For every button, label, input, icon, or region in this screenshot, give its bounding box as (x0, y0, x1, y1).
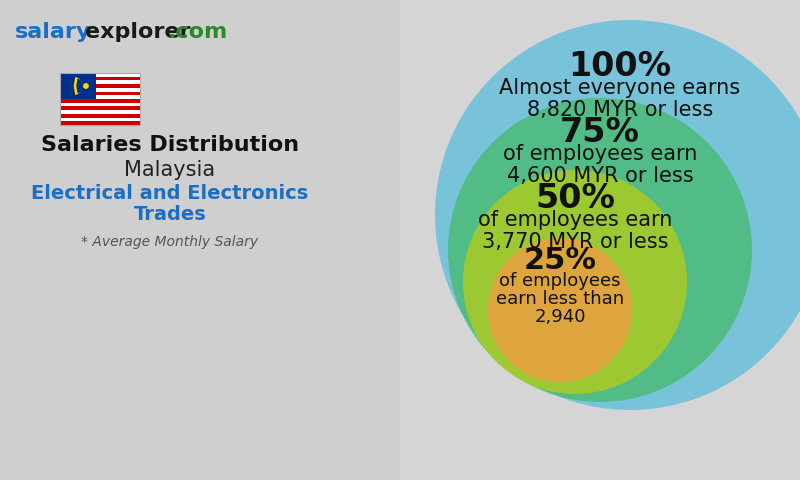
Bar (400, 0, 800, 480)
Text: of employees: of employees (499, 272, 621, 290)
Bar (60, 84, 140, 88)
Text: of employees earn: of employees earn (503, 144, 697, 164)
Text: 4,600 MYR or less: 4,600 MYR or less (506, 166, 694, 186)
Bar (60, 103, 140, 107)
Text: .com: .com (168, 22, 228, 42)
Text: 50%: 50% (535, 182, 615, 215)
Bar (60, 96, 140, 99)
Text: Electrical and Electronics: Electrical and Electronics (31, 184, 309, 203)
Text: Almost everyone earns: Almost everyone earns (499, 78, 741, 98)
Bar (60, 73, 96, 99)
Bar (60, 81, 140, 84)
Bar (0, 0, 400, 480)
Text: salary: salary (15, 22, 91, 42)
Text: Trades: Trades (134, 205, 206, 224)
Text: * Average Monthly Salary: * Average Monthly Salary (82, 235, 258, 249)
Text: of employees earn: of employees earn (478, 210, 672, 230)
Bar (60, 121, 140, 125)
Circle shape (448, 98, 752, 402)
Text: Malaysia: Malaysia (125, 160, 215, 180)
Bar (60, 73, 140, 125)
Bar (60, 118, 140, 121)
Circle shape (488, 238, 632, 382)
Circle shape (83, 83, 89, 89)
Circle shape (435, 20, 800, 410)
Circle shape (463, 170, 687, 394)
Text: 25%: 25% (523, 246, 597, 275)
Bar (60, 73, 140, 77)
Wedge shape (74, 77, 82, 95)
Bar (60, 77, 140, 81)
Bar (60, 110, 140, 114)
Text: 75%: 75% (560, 116, 640, 149)
Bar (60, 114, 140, 118)
Text: 100%: 100% (569, 50, 671, 83)
Text: 3,770 MYR or less: 3,770 MYR or less (482, 232, 668, 252)
Text: 2,940: 2,940 (534, 308, 586, 326)
Bar (60, 92, 140, 96)
Text: 8,820 MYR or less: 8,820 MYR or less (527, 100, 713, 120)
Text: explorer: explorer (85, 22, 190, 42)
Text: earn less than: earn less than (496, 290, 624, 308)
Bar (60, 99, 140, 103)
Text: Salaries Distribution: Salaries Distribution (41, 135, 299, 155)
Wedge shape (76, 79, 84, 93)
Bar (60, 107, 140, 110)
Bar (60, 88, 140, 92)
